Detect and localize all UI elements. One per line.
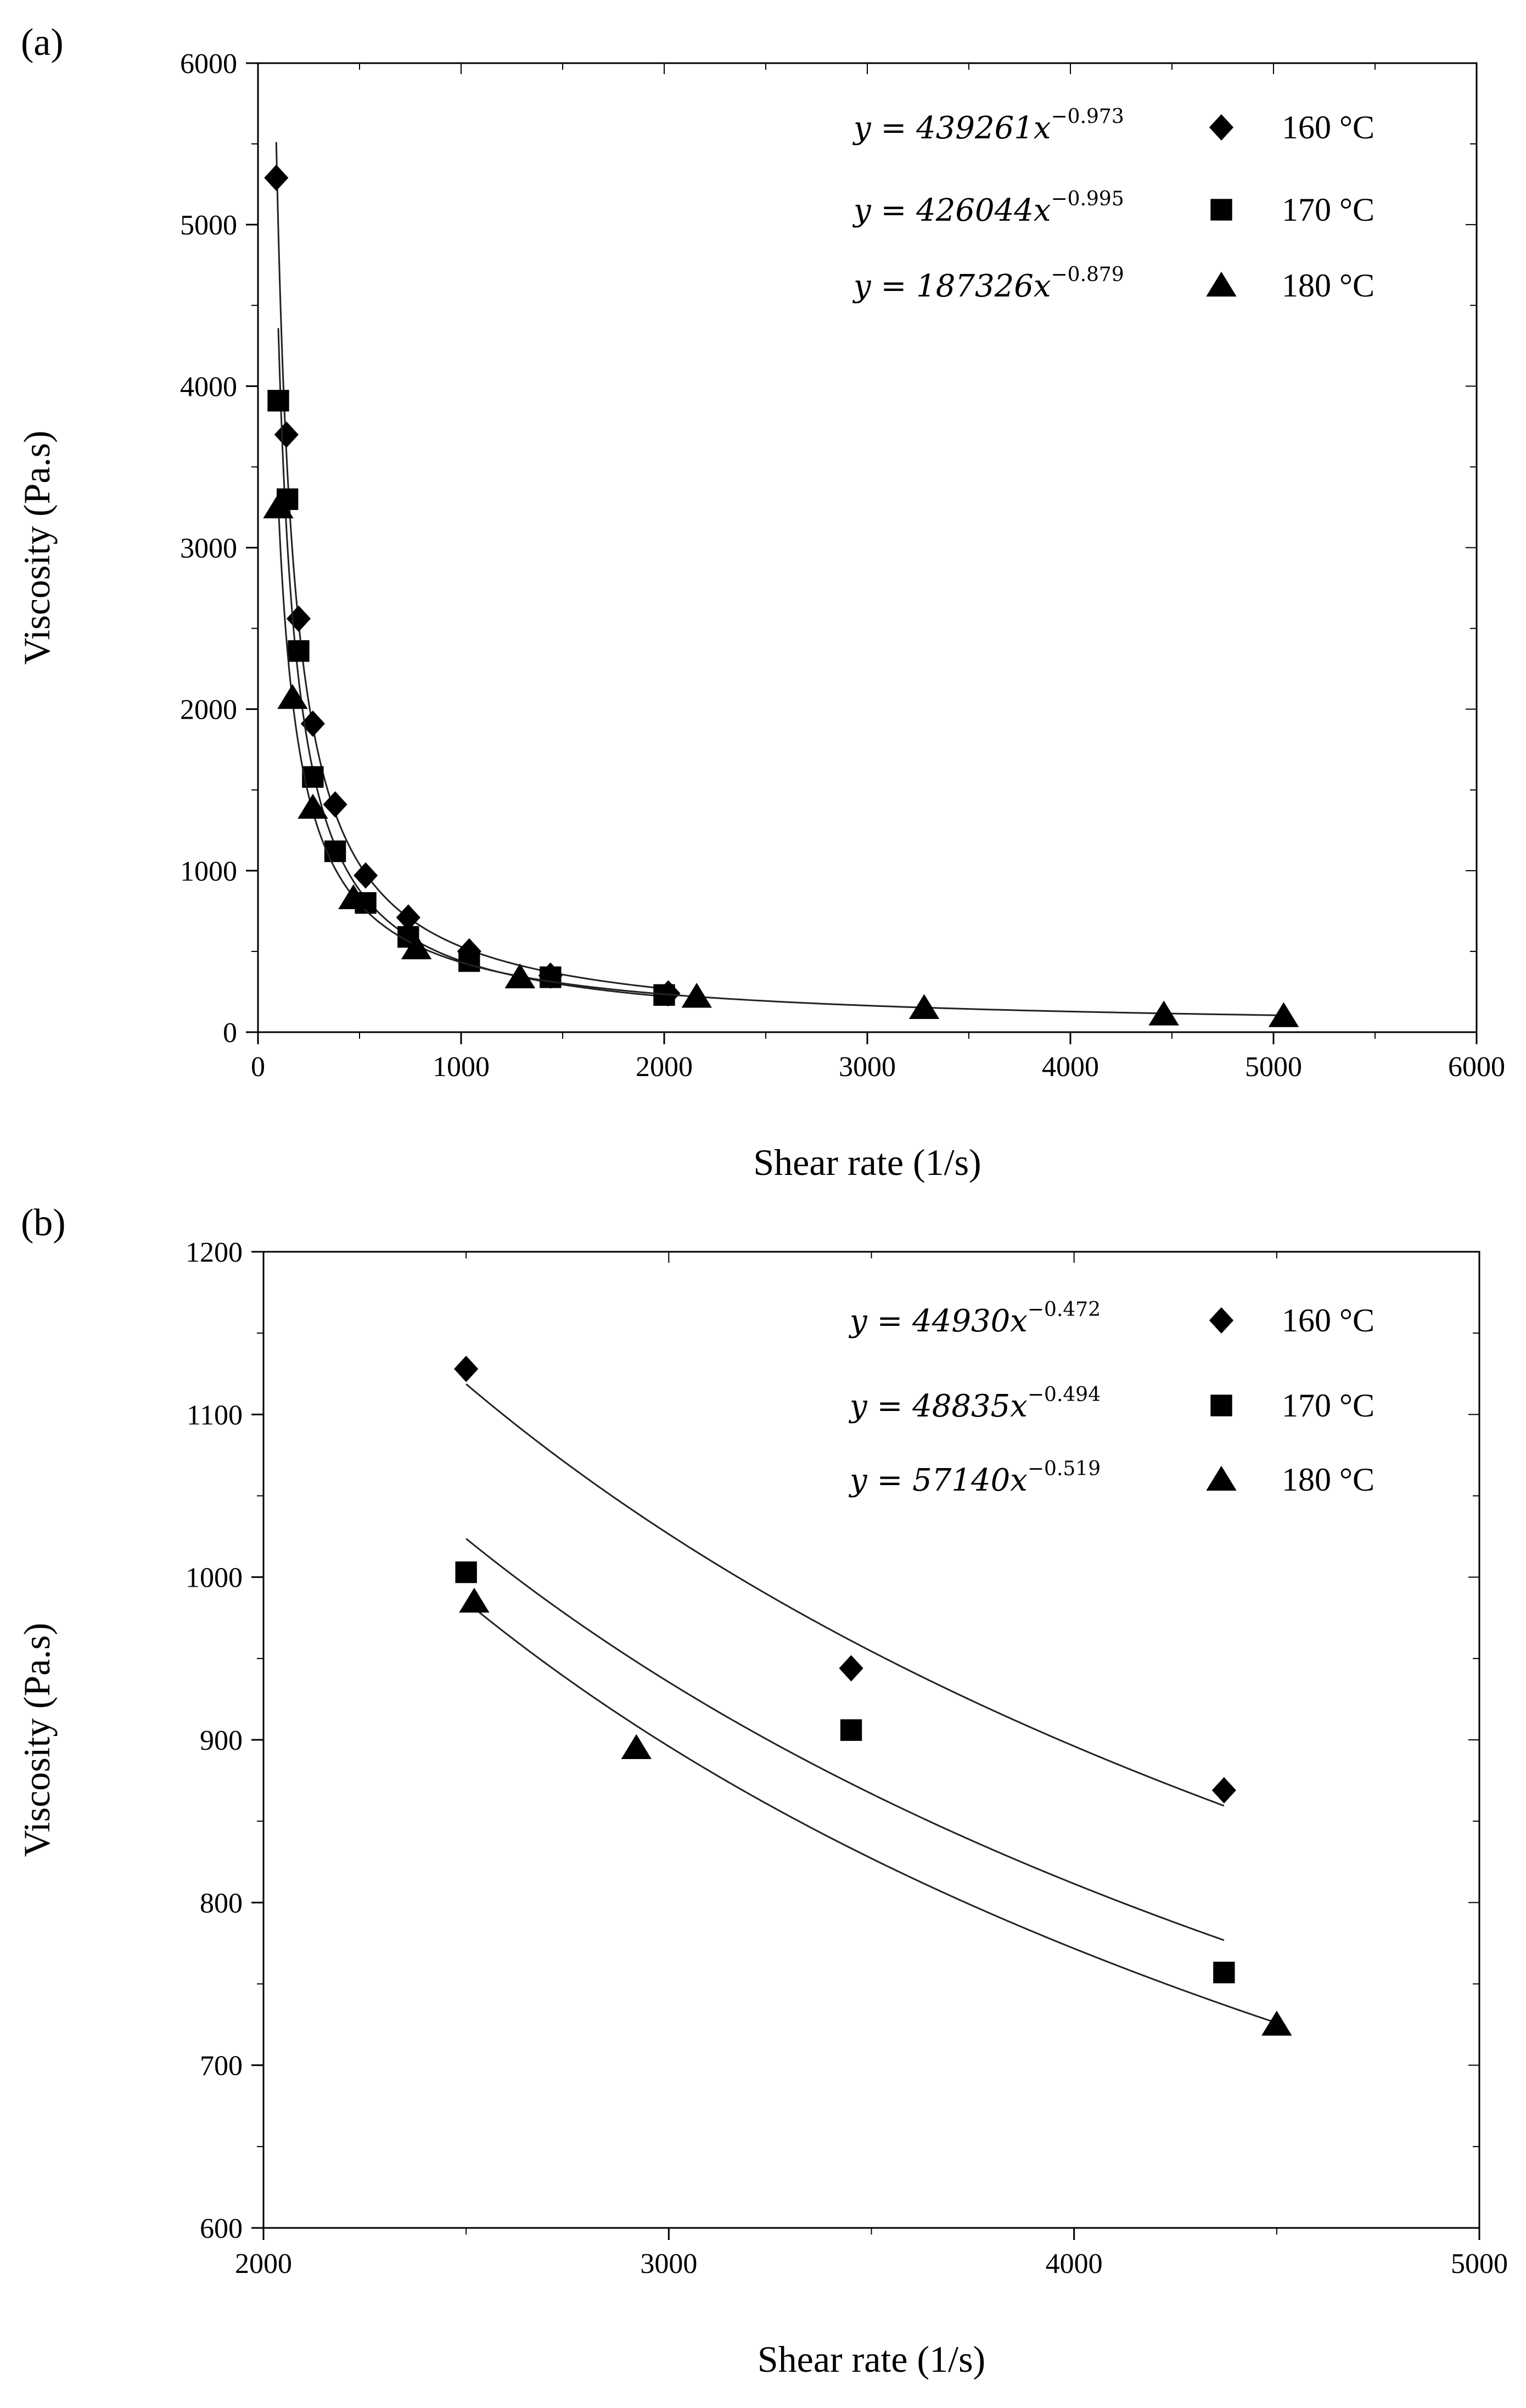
legend-equation: y = 439261x−0.973 [852, 105, 1124, 146]
y-tick-label: 2000 [180, 695, 237, 726]
data-point-triangle [338, 884, 369, 910]
y-axis-title: Viscosity (Pa.s) [16, 430, 58, 665]
legend-marker-diamond [1209, 1307, 1234, 1334]
y-tick-label: 1100 [187, 1399, 243, 1431]
data-point-square [540, 966, 562, 988]
fit-curve-170C [277, 328, 665, 998]
x-axis-title: Shear rate (1/s) [753, 1141, 981, 1183]
y-tick-label: 5000 [180, 210, 237, 241]
data-point-triangle [263, 493, 294, 519]
y-tick-label: 1000 [180, 856, 237, 887]
y-tick-label: 6000 [180, 48, 237, 80]
data-point-triangle [1261, 2011, 1292, 2036]
panel-label: (b) [21, 1202, 66, 1244]
data-point-triangle [504, 963, 536, 989]
y-tick-label: 1200 [186, 1237, 243, 1268]
y-tick-label: 700 [200, 2051, 243, 2082]
data-point-triangle [621, 1734, 652, 1759]
data-point-square [458, 950, 480, 972]
fit-curve-170C [465, 1538, 1225, 1941]
legend-label: 180 °C [1282, 267, 1374, 304]
legend-marker-triangle [1206, 271, 1237, 297]
data-point-diamond [1211, 1777, 1236, 1804]
x-tick-label: 0 [251, 1051, 265, 1083]
data-point-triangle [1148, 1000, 1179, 1026]
legend-equation: y = 44930x−0.472 [848, 1298, 1101, 1339]
y-tick-label: 4000 [180, 371, 237, 402]
data-point-diamond [274, 421, 299, 448]
data-point-square [840, 1719, 862, 1741]
y-axis-title: Viscosity (Pa.s) [16, 1623, 58, 1857]
data-point-diamond [839, 1655, 863, 1682]
data-point-triangle [908, 994, 940, 1020]
fit-curve-180C [465, 1601, 1277, 2024]
legend-marker-triangle [1206, 1465, 1237, 1491]
data-point-square [1213, 1962, 1235, 1984]
legend-label: 160 °C [1282, 1302, 1374, 1339]
fit-curve-160C [465, 1383, 1225, 1807]
x-axis-title: Shear rate (1/s) [758, 2338, 985, 2380]
y-tick-label: 1000 [186, 1563, 243, 1594]
x-tick-label: 5000 [1451, 2248, 1508, 2280]
x-tick-label: 4000 [1042, 1051, 1099, 1083]
x-tick-label: 2000 [636, 1051, 693, 1083]
legend-label: 180 °C [1282, 1461, 1374, 1498]
legend-marker-square [1210, 1395, 1232, 1416]
panel-a: (a) 0 1000 2000 3000 4000 5000 6000 0 1000 2000 300… [16, 21, 1505, 1183]
y-tick-label: 800 [200, 1888, 243, 1919]
data-point-square [455, 1561, 477, 1583]
y-tick-label: 600 [200, 2213, 243, 2244]
x-tick-label: 1000 [433, 1051, 490, 1083]
data-point-diamond [300, 710, 325, 737]
y-tick-label: 3000 [180, 533, 237, 564]
data-point-diamond [264, 164, 289, 191]
legend-equation: y = 57140x−0.519 [848, 1458, 1101, 1498]
data-point-diamond [286, 605, 311, 632]
data-point-square [324, 840, 346, 863]
x-tick-label: 2000 [235, 2248, 292, 2280]
data-point-square [288, 640, 310, 662]
x-tick-label: 6000 [1448, 1051, 1505, 1083]
panel-b: (b) 2000 3000 4000 5000 600 700 800 900 1000 1100 1… [16, 1202, 1508, 2380]
data-point-square [267, 390, 289, 412]
legend-marker-diamond [1209, 114, 1234, 141]
x-tick-label: 3000 [640, 2248, 697, 2280]
data-point-diamond [354, 862, 378, 889]
data-point-triangle [681, 983, 712, 1008]
data-point-diamond [323, 791, 347, 818]
data-point-triangle [298, 793, 328, 819]
x-tick-label: 3000 [839, 1051, 896, 1083]
legend-label: 170 °C [1282, 192, 1374, 228]
data-point-diamond [396, 904, 420, 931]
legend-equation: y = 48835x−0.494 [848, 1384, 1101, 1424]
legend-equation: y = 187326x−0.879 [852, 264, 1124, 304]
legend-marker-square [1210, 199, 1232, 221]
panel-label: (a) [21, 21, 64, 64]
x-tick-label: 4000 [1046, 2248, 1103, 2280]
y-tick-label: 900 [200, 1725, 243, 1756]
legend-label: 160 °C [1282, 109, 1374, 145]
fit-curve-180C [277, 503, 1284, 1016]
data-point-triangle [1268, 1002, 1299, 1027]
data-point-triangle [401, 934, 432, 960]
data-point-diamond [454, 1356, 479, 1382]
x-tick-label: 5000 [1245, 1051, 1302, 1083]
data-point-triangle [459, 1587, 490, 1613]
data-point-triangle [277, 684, 308, 709]
legend-equation: y = 426044x−0.995 [852, 188, 1124, 228]
legend-label: 170 °C [1282, 1387, 1374, 1424]
y-tick-label: 0 [223, 1017, 237, 1049]
